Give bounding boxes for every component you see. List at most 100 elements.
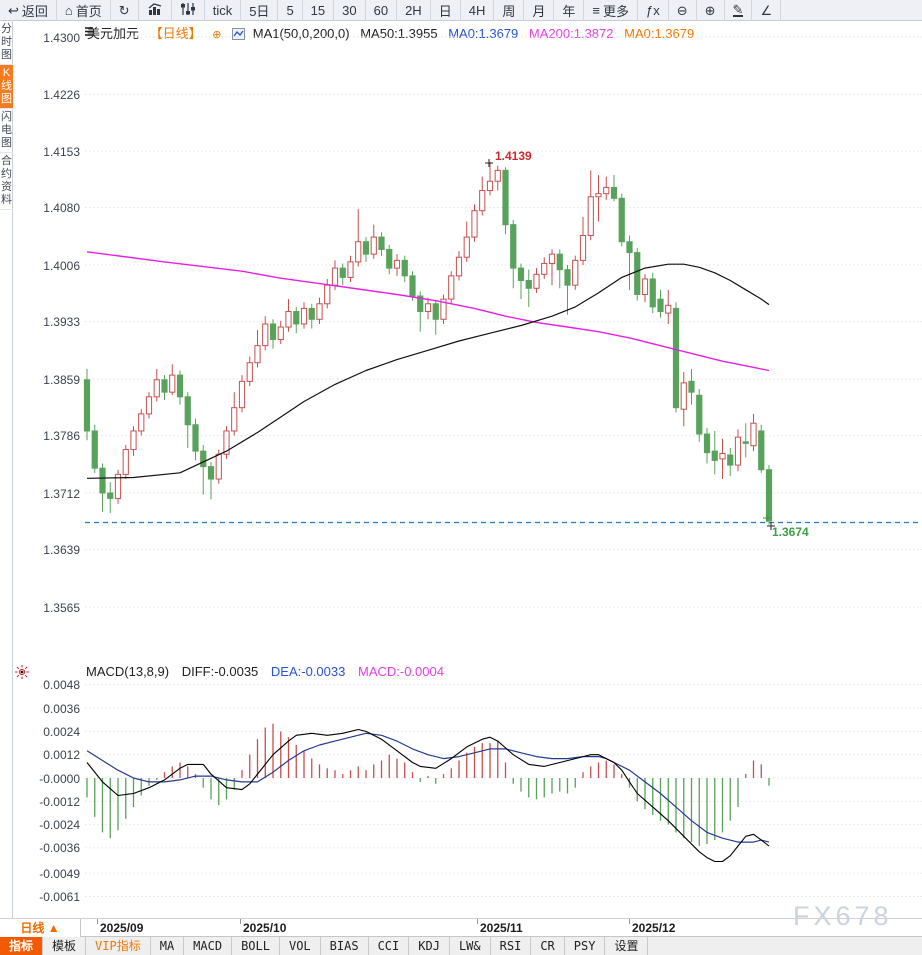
toolbar-period-day[interactable]: 日 bbox=[431, 0, 461, 21]
tab-RSI[interactable]: RSI bbox=[491, 937, 532, 955]
toolbar-period-5d[interactable]: 5日 bbox=[241, 0, 279, 21]
toolbar-back-label: 返回 bbox=[21, 3, 48, 19]
tab-指标[interactable]: 指标 bbox=[0, 937, 44, 955]
date-label: 2025/11 bbox=[480, 921, 523, 935]
more-icon: ≡ bbox=[592, 2, 600, 18]
tab-CR[interactable]: CR bbox=[531, 937, 565, 955]
date-axis-row: 日线 ▲ 2025/09 2025/10 2025/11 2025/12 bbox=[0, 918, 922, 937]
macd-diff-value: DIFF:-0.0035 bbox=[181, 664, 259, 679]
toolbar-period-5d-label: 5日 bbox=[249, 3, 270, 19]
toolbar-period-year-label: 年 bbox=[562, 3, 576, 19]
macd-axis-label: 0.0036 bbox=[43, 701, 80, 716]
price-axis-label: 1.4226 bbox=[43, 87, 80, 102]
tab-VIP指标[interactable]: VIP指标 bbox=[86, 937, 151, 955]
toolbar-period-30[interactable]: 30 bbox=[334, 0, 366, 21]
macd-header: MACD(13,8,9) DIFF:-0.0035 DEA:-0.0033 MA… bbox=[86, 664, 453, 679]
toolbar-tick-label: tick bbox=[212, 2, 233, 18]
tab-MA[interactable]: MA bbox=[151, 937, 185, 955]
macd-axis-label: -0.0061 bbox=[39, 889, 80, 904]
price-axis-label: 1.4006 bbox=[43, 258, 80, 273]
price-axis-label: 1.4080 bbox=[43, 201, 80, 216]
toolbar-refresh[interactable]: ↻ bbox=[111, 0, 139, 21]
sidebar-item-K线图[interactable]: K线图 bbox=[0, 65, 13, 109]
toolbar-period-4h-label: 4H bbox=[468, 2, 486, 18]
toolbar-period-5-label: 5 bbox=[286, 2, 294, 18]
toolbar-chart-type[interactable] bbox=[139, 0, 172, 21]
macd-axis-label: -0.0049 bbox=[39, 866, 80, 881]
macd-axis-label: 0.0048 bbox=[43, 678, 80, 693]
price-axis-label: 1.3639 bbox=[43, 543, 80, 558]
tab-PSY[interactable]: PSY bbox=[565, 937, 606, 955]
toolbar-home[interactable]: ⌂ 首页 bbox=[57, 0, 111, 21]
toolbar-period-60-label: 60 bbox=[373, 2, 389, 18]
toolbar-period-month[interactable]: 月 bbox=[524, 0, 555, 21]
price-axis-label: 1.3565 bbox=[43, 600, 80, 615]
date-label: 2025/12 bbox=[632, 921, 676, 935]
refresh-icon: ↻ bbox=[118, 2, 130, 18]
tab-KDJ[interactable]: KDJ bbox=[409, 937, 450, 955]
tab-设置[interactable]: 设置 bbox=[605, 937, 649, 955]
mini-chart-icon bbox=[232, 26, 249, 41]
toolbar-fx[interactable]: ƒx bbox=[638, 0, 669, 21]
tab-BOLL[interactable]: BOLL bbox=[232, 937, 280, 955]
chart-type-icon bbox=[147, 2, 163, 19]
top-toolbar: ↩ 返回 ⌂ 首页 ↻ tick 5日 5 15 30 60 2H 日 4H 周月年 ≡ 更多 ƒx ⊖ ⊕ ✎ ∠ bbox=[0, 0, 922, 21]
period-tag: 【日线】 bbox=[149, 26, 202, 41]
date-tick bbox=[629, 919, 630, 924]
toolbar-period-4h[interactable]: 4H bbox=[461, 0, 495, 21]
indicator-sun-icon[interactable] bbox=[14, 664, 30, 685]
toolbar-period-5[interactable]: 5 bbox=[278, 0, 303, 21]
indicator-sliders-icon bbox=[180, 2, 196, 19]
macd-dea-value: DEA:-0.0033 bbox=[270, 664, 346, 679]
circle-plus-icon[interactable]: ⊕ bbox=[212, 29, 222, 41]
toolbar-tick[interactable]: tick bbox=[205, 0, 242, 21]
macd-axis-label: -0.0024 bbox=[39, 818, 80, 833]
toolbar-period-year[interactable]: 年 bbox=[554, 0, 585, 21]
toolbar-zoom-in[interactable]: ⊕ bbox=[697, 0, 725, 21]
toolbar-period-week-label: 周 bbox=[502, 3, 516, 19]
toolbar-period-2h[interactable]: 2H bbox=[397, 0, 431, 21]
macd-axis-label: -0.0036 bbox=[39, 841, 80, 856]
toolbar-fx-label: ƒx bbox=[646, 2, 660, 18]
toolbar-period-15-label: 15 bbox=[310, 2, 326, 18]
date-label: 2025/10 bbox=[243, 921, 287, 935]
tab-VOL[interactable]: VOL bbox=[280, 937, 321, 955]
toolbar-draw[interactable]: ✎ bbox=[725, 0, 753, 21]
zoom-out-icon: ⊖ bbox=[676, 2, 688, 18]
macd-value: MACD:-0.0004 bbox=[357, 664, 444, 679]
price-axis-label: 1.3933 bbox=[43, 315, 80, 330]
toolbar-period-15[interactable]: 15 bbox=[303, 0, 335, 21]
toolbar-period-month-label: 月 bbox=[532, 3, 546, 19]
zoom-in-icon: ⊕ bbox=[704, 2, 716, 18]
toolbar-indicator-sliders[interactable] bbox=[172, 0, 205, 21]
price-axis-label: 1.3712 bbox=[43, 486, 80, 501]
date-label: 2025/09 bbox=[100, 921, 144, 935]
price-axis-label: 1.4153 bbox=[43, 144, 80, 159]
sidebar-item-分时图[interactable]: 分时图 bbox=[0, 21, 13, 65]
macd-params-label: MACD(13,8,9) bbox=[86, 664, 170, 679]
toolbar-zoom-out[interactable]: ⊖ bbox=[669, 0, 697, 21]
date-tick bbox=[477, 919, 478, 924]
home-icon: ⌂ bbox=[64, 2, 73, 18]
tab-MACD[interactable]: MACD bbox=[184, 937, 233, 955]
tab-CCI[interactable]: CCI bbox=[369, 937, 410, 955]
tab-BIAS[interactable]: BIAS bbox=[321, 937, 369, 955]
toolbar-home-label: 首页 bbox=[75, 3, 102, 19]
macd-axis-label: 0.0024 bbox=[43, 724, 80, 739]
price-axis-label: 1.3859 bbox=[43, 372, 80, 387]
tab-LW&[interactable]: LW& bbox=[450, 937, 491, 955]
toolbar-more[interactable]: ≡ 更多 bbox=[584, 0, 638, 21]
toolbar-period-60[interactable]: 60 bbox=[366, 0, 398, 21]
toolbar-more-label: 更多 bbox=[602, 3, 629, 19]
toolbar-angle[interactable]: ∠ bbox=[752, 0, 782, 21]
tab-模板[interactable]: 模板 bbox=[43, 937, 87, 955]
draw-icon: ✎ bbox=[732, 1, 744, 17]
toolbar-period-week[interactable]: 周 bbox=[494, 0, 525, 21]
toolbar-back[interactable]: ↩ 返回 bbox=[0, 0, 57, 21]
period-selector[interactable]: 日线 ▲ bbox=[0, 919, 81, 937]
sidebar-item-合约资料[interactable]: 合约资料 bbox=[0, 153, 13, 210]
sidebar-item-闪电图[interactable]: 闪电图 bbox=[0, 109, 13, 153]
price-axis-label: 1.3786 bbox=[43, 429, 80, 444]
